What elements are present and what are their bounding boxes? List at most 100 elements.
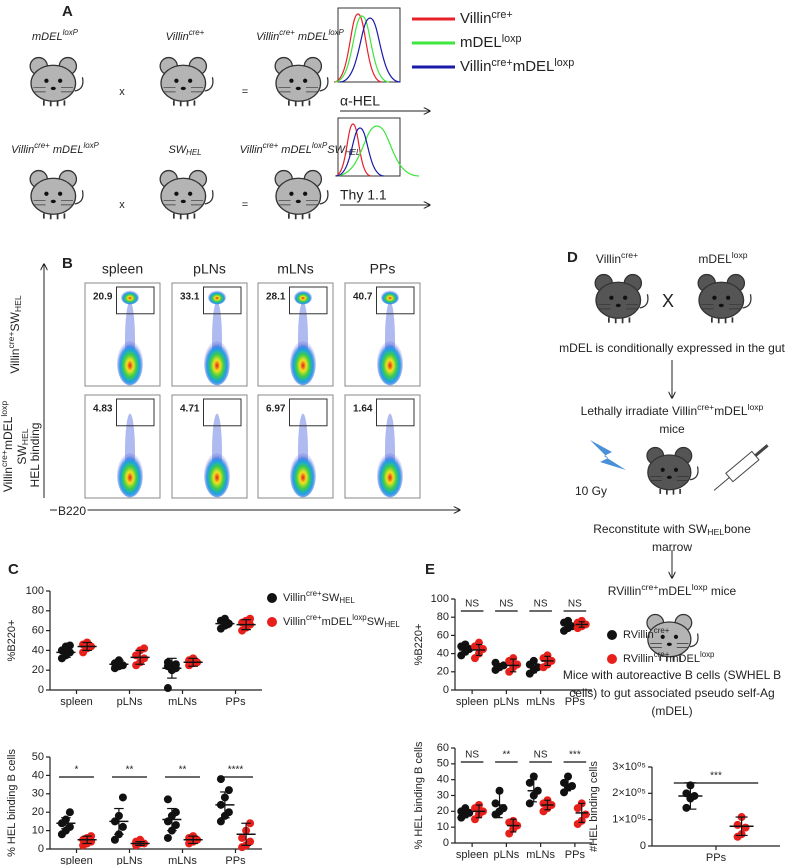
data-point [499,804,508,813]
operator: = [242,199,248,211]
y-tick-label: 0 [443,684,449,696]
histogram-frame [337,7,401,83]
text-part: loxp [732,250,748,260]
text-part: mDEL [322,616,353,628]
text-part: HEL [20,428,30,445]
step-text: mDEL is conditionally expressed in the g… [559,341,785,355]
data-point [140,644,149,653]
significance-label: ** [126,765,134,776]
text-part: cre+ [189,28,205,37]
mouse-icon [29,169,84,220]
y-tick-label: 20 [437,666,449,678]
data-point [224,786,233,795]
text-part: SW [322,592,340,604]
gate-percent: 4.83 [93,404,113,415]
syringe-plunger [754,444,769,457]
row-label: Villincre+mDELloxp [0,401,15,493]
gate-percent: 20.9 [93,292,113,303]
significance-label: ** [502,750,510,761]
data-point [568,782,577,790]
text-part: mDEL [698,252,732,266]
text-part: HEL [13,295,23,312]
significance-label: NS [568,599,582,610]
text-part: cre+ [0,450,9,467]
y-tick-label: 60 [437,742,449,754]
genotype-label: mDELloxP [32,28,79,43]
legend-label: Villincre+ [460,9,513,27]
density-blob [121,290,139,305]
panel-label: E [425,561,435,578]
histogram-curve [333,13,383,83]
text-part: loxP [63,28,79,37]
data-point [65,808,74,817]
x-tick-label: PPs [225,696,246,708]
text-part: cre+ [654,650,670,659]
panel-label: C [8,561,19,578]
text-part: cre+ [306,613,322,622]
density-blob [117,341,143,386]
data-point [163,795,172,804]
legend-label: Villincre+mDELloxp [460,57,574,75]
x-tick-label: PPs [225,855,246,865]
data-point [216,775,225,784]
text-part: Villin [283,592,306,604]
text-part: cre+ [6,331,16,348]
data-point [118,822,127,831]
step-text: (mDEL) [651,704,692,718]
text-part: Villin [240,144,263,156]
y-tick-label: 20 [32,806,44,818]
panel-label: B [62,255,73,272]
text-part: cre+ [697,402,714,412]
y-tick-label: 40 [32,644,44,656]
x-tick-label: spleen [456,849,488,861]
legend-marker [267,593,277,603]
gate [116,286,155,315]
y-tick-label: 20 [437,805,449,817]
y-tick-label: 2×10⁰⁵ [612,787,646,799]
text-part: mDEL [50,144,84,156]
text-part: loxP [83,141,99,150]
text-part: Villin [166,31,189,43]
text-part: cre+ [621,250,638,260]
text-part: Villin [283,616,306,628]
text-part: Reconstitute with SW [593,522,708,536]
y-tick-label: 30 [437,789,449,801]
significance-label: NS [534,599,548,610]
mouse-icon [594,273,649,324]
text-part: loxP [328,28,344,37]
text-part: mDEL [460,34,502,51]
y-tick-label: 20 [32,664,44,676]
y-tick-label: 100 [431,593,449,605]
column-header: spleen [102,261,143,277]
y-tick-label: 50 [437,758,449,770]
mouse-icon [29,56,84,107]
significance-label: NS [534,750,548,761]
gate-percent: 28.1 [266,292,286,303]
genotype-label: Villincre+ mDELloxP [256,28,344,43]
mouse-icon [274,56,329,107]
density-blob [290,453,316,498]
density-blob [290,341,316,386]
y-tick-label: 10 [437,821,449,833]
text-part: mDEL [714,404,748,418]
text-part: Villin [8,349,22,374]
column-header: pLNs [193,261,226,277]
histogram-curve [339,17,401,83]
text-part: RVillin [623,629,654,641]
histogram-curve [334,123,372,177]
data-point [163,658,172,667]
density-blob [208,290,226,305]
text-part: cre+ [641,582,658,592]
step-text: Mice with autoreactive B cells (SWHEL B [563,668,781,682]
histogram-axis-label: α-HEL [340,93,380,109]
text-part: cre+ [491,9,512,21]
legend-label: Villincre+mDELloxpSWHEL [283,613,400,629]
data-point [163,684,172,693]
density-blob [294,290,312,305]
data-point [525,799,534,808]
text-part: HEL [339,596,355,605]
data-point [220,614,229,623]
data-point [224,808,233,817]
data-point [525,778,534,787]
text-part: Villin [1,467,15,492]
